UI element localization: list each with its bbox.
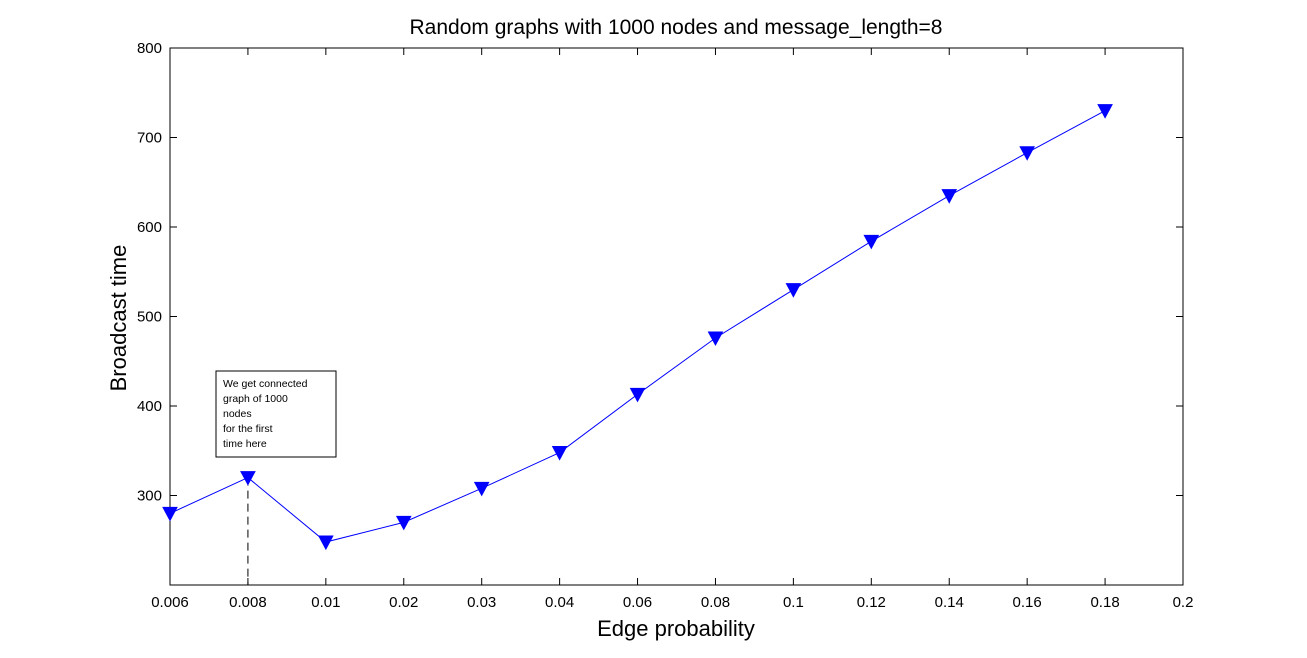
x-tick-label: 0.04 (545, 594, 574, 611)
annotation-text-line: time here (223, 438, 267, 450)
y-axis-label: Broadcast time (106, 245, 131, 392)
annotation-text-line: We get connected (223, 378, 308, 390)
x-tick-label: 0.08 (701, 594, 730, 611)
data-point-marker (473, 481, 490, 497)
x-tick-label: 0.1 (783, 594, 804, 611)
y-tick-label: 300 (137, 488, 162, 505)
data-point-marker (785, 283, 802, 298)
annotation-group: We get connected graph of 1000 nodes for th… (215, 370, 337, 585)
x-tick-label: 0.16 (1013, 594, 1042, 611)
annotation-box (215, 370, 337, 458)
y-tick-label: 700 (137, 130, 162, 147)
data-point-marker (240, 471, 256, 486)
axis-ticks: 0.006 0.008 0.01 0.02 0.03 0.04 0.06 0.08 0.1 0.1… (137, 40, 1193, 611)
chart-title: Random graphs with 1000 nodes and messag… (410, 16, 943, 39)
x-tick-label: 0.18 (1090, 594, 1119, 611)
x-tick-label: 0.008 (229, 594, 267, 611)
y-tick-label: 500 (137, 309, 162, 326)
x-tick-label: 0.06 (623, 594, 652, 611)
data-point-marker (1019, 146, 1035, 161)
data-point-marker (941, 189, 958, 204)
x-tick-label: 0.006 (151, 594, 189, 611)
series-group (162, 104, 1113, 551)
x-tick-label: 0.03 (467, 594, 496, 611)
x-tick-label: 0.12 (857, 594, 886, 611)
data-point-marker (629, 387, 646, 403)
data-point-marker (318, 535, 334, 551)
x-tick-label: 0.2 (1173, 594, 1194, 611)
y-tick-label: 400 (137, 398, 162, 415)
data-point-marker (1097, 104, 1113, 119)
x-tick-label: 0.01 (311, 594, 340, 611)
x-tick-label: 0.02 (389, 594, 418, 611)
annotation-text-line: nodes (223, 408, 252, 420)
data-point-marker (863, 234, 880, 250)
series-line (169, 110, 1106, 543)
x-tick-label: 0.14 (935, 594, 964, 611)
data-point-marker (162, 506, 178, 522)
data-point-marker (707, 331, 724, 347)
data-point-marker (395, 515, 412, 531)
plot-area-frame (169, 47, 1184, 586)
y-tick-label: 600 (137, 219, 162, 236)
y-tick-label: 800 (137, 40, 162, 57)
x-axis-label: Edge probability (597, 616, 755, 641)
annotation-text-line: for the first (223, 423, 273, 435)
annotation-text-line: graph of 1000 (223, 393, 288, 405)
data-point-marker (551, 446, 568, 461)
